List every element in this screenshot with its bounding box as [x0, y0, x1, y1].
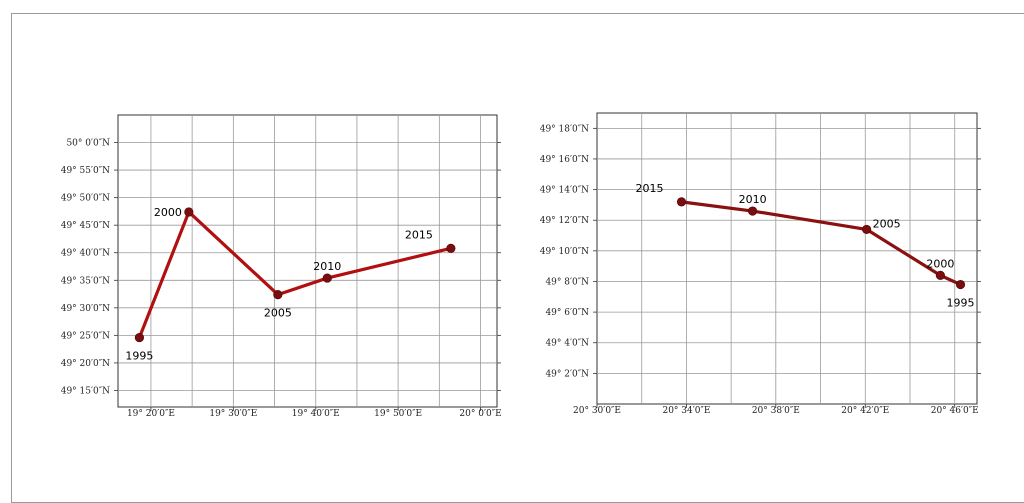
- data-point-2010: [322, 273, 332, 283]
- y-tick-label: 49° 50′0″N: [61, 194, 110, 204]
- y-tick-label: 49° 10′0″N: [540, 247, 589, 257]
- y-tick-label: 49° 12′0″N: [540, 216, 589, 226]
- data-label-2005: 2005: [264, 307, 292, 320]
- data-label-1995: 1995: [947, 297, 975, 310]
- data-point-2005: [862, 224, 872, 235]
- data-point-1995: [955, 279, 966, 290]
- data-label-2005: 2005: [873, 217, 901, 230]
- x-tick-label: 20° 0′0″E: [459, 409, 501, 419]
- y-tick-label: 49° 45′0″N: [61, 221, 110, 231]
- data-label-1995: 1995: [125, 350, 153, 363]
- y-tick-label: 49° 4′0″N: [545, 339, 589, 349]
- data-label-2000: 2000: [154, 206, 182, 219]
- y-tick-label: 49° 6′0″N: [545, 308, 589, 318]
- y-tick-label: 49° 35′0″N: [61, 276, 110, 286]
- y-tick-label: 49° 25′0″N: [61, 331, 110, 341]
- x-tick-label: 20° 38′0″E: [752, 406, 800, 416]
- chart-2: 20° 30′0″E 20° 34′0″E 20° 38′0″E 20° 42′0″E…: [540, 112, 981, 416]
- data-point-2000: [184, 207, 194, 217]
- x-tick-label: 19° 30′0″E: [209, 409, 257, 419]
- x-tick-label: 20° 46′0″E: [931, 406, 979, 416]
- y-tick-label: 49° 30′0″N: [61, 304, 110, 314]
- y-tick-label: 49° 20′0″N: [61, 359, 110, 369]
- data-point-2015: [446, 243, 456, 253]
- x-tick-label: 20° 30′0″E: [573, 406, 621, 416]
- data-point-1995: [134, 332, 145, 343]
- y-tick-label: 49° 18′0″N: [540, 124, 589, 134]
- y-tick-label: 49° 2′0″N: [545, 369, 589, 379]
- x-tick-label: 20° 42′0″E: [841, 406, 889, 416]
- x-tick-label: 20° 34′0″E: [662, 406, 710, 416]
- x-tick-label: 19° 40′0″E: [292, 409, 340, 419]
- y-tick-label: 50° 0′0″N: [66, 139, 110, 149]
- data-point-2015: [676, 197, 687, 207]
- x-tick-label: 19° 50′0″E: [374, 409, 422, 419]
- data-label-2015: 2015: [405, 228, 433, 241]
- chart-1: 19° 20′0″E 19° 30′0″E 19° 40′0″E 19° 50′0″E…: [61, 114, 502, 419]
- data-label-2010: 2010: [739, 193, 767, 206]
- y-tick-label: 49° 15′0″N: [61, 386, 110, 396]
- data-label-2015: 2015: [636, 182, 664, 195]
- y-tick-label: 49° 40′0″N: [61, 249, 110, 259]
- data-point-2000: [935, 270, 945, 280]
- x-tick-label: 19° 20′0″E: [127, 409, 175, 419]
- y-tick-label: 49° 8′0″N: [545, 278, 589, 288]
- data-point-2010: [747, 206, 758, 216]
- y-tick-label: 49° 16′0″N: [540, 155, 589, 165]
- plot-area: [117, 114, 498, 408]
- data-label-2000: 2000: [926, 257, 954, 270]
- data-point-2005: [273, 290, 283, 300]
- data-label-2010: 2010: [313, 260, 341, 273]
- y-tick-label: 49° 55′0″N: [61, 166, 110, 176]
- y-tick-label: 49° 14′0″N: [540, 186, 589, 196]
- plot-area: [596, 112, 978, 405]
